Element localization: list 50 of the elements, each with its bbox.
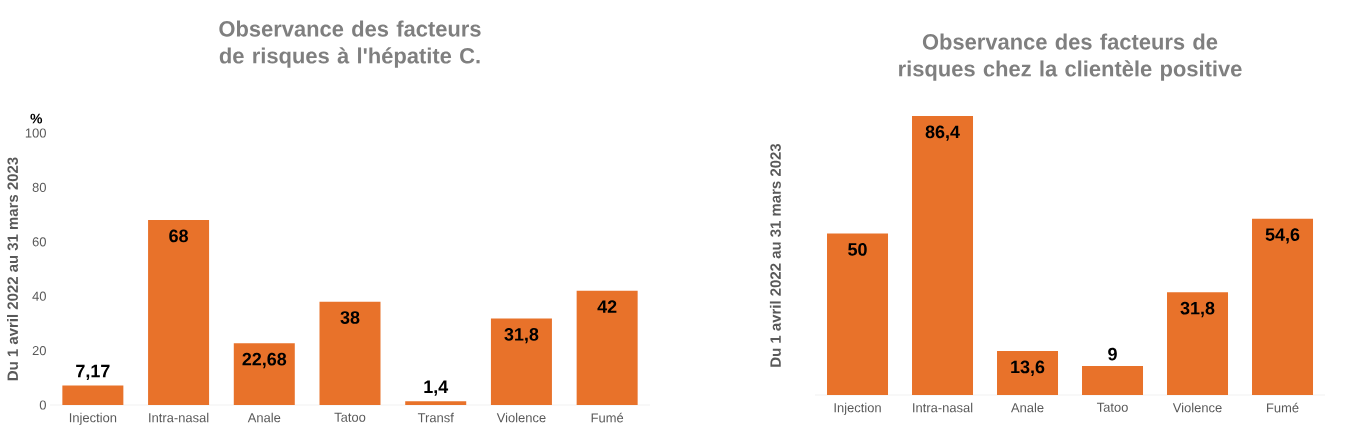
data-label: 22,68 [242,352,287,369]
text: % [30,113,43,124]
y-axis-title: Du 1 avril 2022 au 31 mars 2023 [7,157,19,381]
y-tick-label: 20 [32,346,46,356]
data-label: 9 [1108,347,1117,361]
data-label: 50 [848,243,867,256]
bar [1082,365,1144,395]
x-tick-label: Fumé [591,412,624,423]
x-tick-label: Anale [247,412,281,423]
data-label: 7,17 [76,364,110,380]
data-label: 42 [597,300,617,313]
data-label: 86,4 [925,125,960,141]
x-tick-label: Transf [417,412,454,423]
data-label: 31,8 [504,328,539,344]
x-tick-label: Violence [1172,402,1222,413]
bar [1167,292,1229,395]
data-label: 13,6 [1011,360,1045,376]
data-label: 31,8 [1180,301,1215,318]
y-axis-title: Du 1 avril 2022 au 31 mars 2023 [769,143,781,367]
y-tick-label: 100 [25,128,46,138]
bar [62,385,124,405]
x-tick-label: Injection [69,412,117,425]
bar [576,290,638,405]
bar [997,351,1059,395]
data-label: 1,4 [424,380,449,396]
data-label: 68 [169,229,188,243]
x-tick-label: Tatoo [1096,402,1128,412]
bar [233,343,295,405]
bar [148,220,210,405]
chart-title: Observance des facteurs de risques chez la clientèle positive [899,33,1242,81]
x-tick-label: Anale [1010,402,1044,413]
data-label: 54,6 [1265,228,1300,244]
y-tick-label: 60 [32,237,46,247]
data-label: 38 [340,311,360,324]
bar [490,318,552,405]
chart-title: Observance des facteurs de risques à l'hépatite C. [219,20,481,68]
x-tick-label: Fumé [1267,402,1299,413]
x-tick-label: Violence [496,412,546,423]
x-tick-label: Intra-nasal [149,412,209,423]
y-tick-label: 80 [32,182,46,192]
bar [405,401,467,405]
x-tick-label: Injection [834,402,881,415]
x-tick-label: Tatoo [334,412,366,422]
y-tick-label: 40 [32,291,46,301]
bar [827,233,889,395]
bar [912,116,974,395]
x-tick-label: Intra-nasal [913,402,973,413]
y-tick-label: 0 [39,400,46,410]
bar [319,301,381,405]
bar [1252,218,1314,395]
